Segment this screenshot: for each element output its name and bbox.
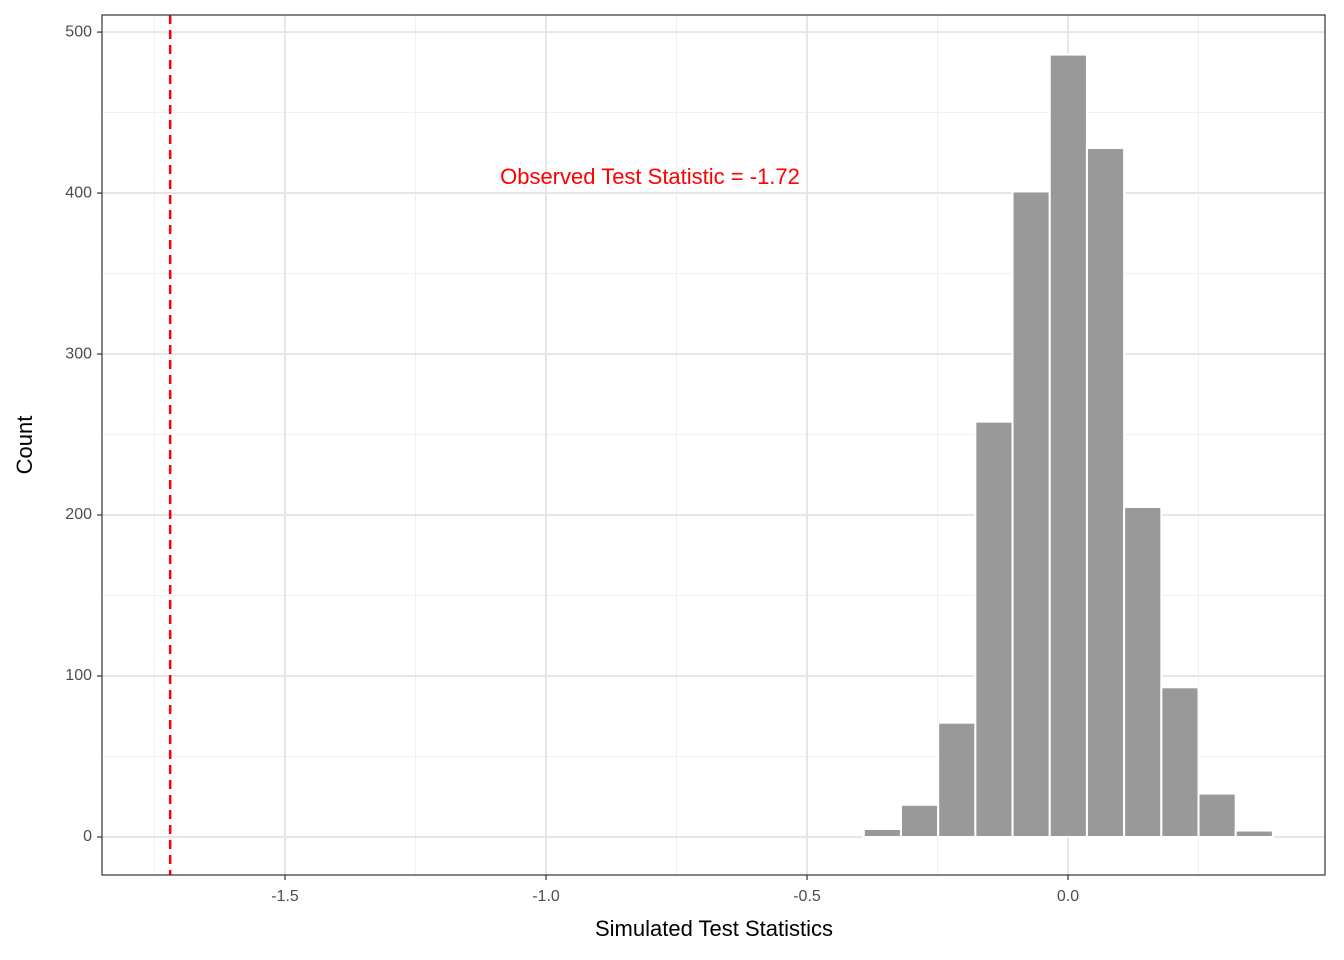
x-tick-label: -1.0 — [532, 888, 560, 905]
x-tick-label: 0.0 — [1057, 888, 1079, 905]
x-axis-title: Simulated Test Statistics — [595, 916, 833, 941]
bar — [1197, 792, 1237, 839]
bar — [1160, 686, 1200, 839]
y-tick-label: 200 — [65, 506, 92, 523]
bar — [1085, 146, 1126, 839]
bar — [937, 721, 977, 839]
y-axis-title: Count — [12, 416, 37, 475]
y-tick-label: 0 — [83, 828, 92, 845]
bar — [862, 827, 902, 839]
y-tick-label: 400 — [65, 184, 92, 201]
bar — [1048, 53, 1088, 839]
bar — [1234, 829, 1274, 839]
x-tick-label: -1.5 — [271, 888, 299, 905]
annotation: Observed Test Statistic = -1.72 — [500, 164, 800, 189]
y-tick-label: 300 — [65, 345, 92, 362]
x-tick-label: -0.5 — [793, 888, 821, 905]
bar — [899, 803, 940, 839]
bar — [1123, 505, 1163, 839]
y-tick-label: 100 — [65, 667, 92, 684]
panel-border — [101, 14, 1326, 876]
bar — [974, 420, 1014, 839]
bar — [1011, 190, 1051, 839]
y-tick-label: 500 — [65, 23, 92, 40]
